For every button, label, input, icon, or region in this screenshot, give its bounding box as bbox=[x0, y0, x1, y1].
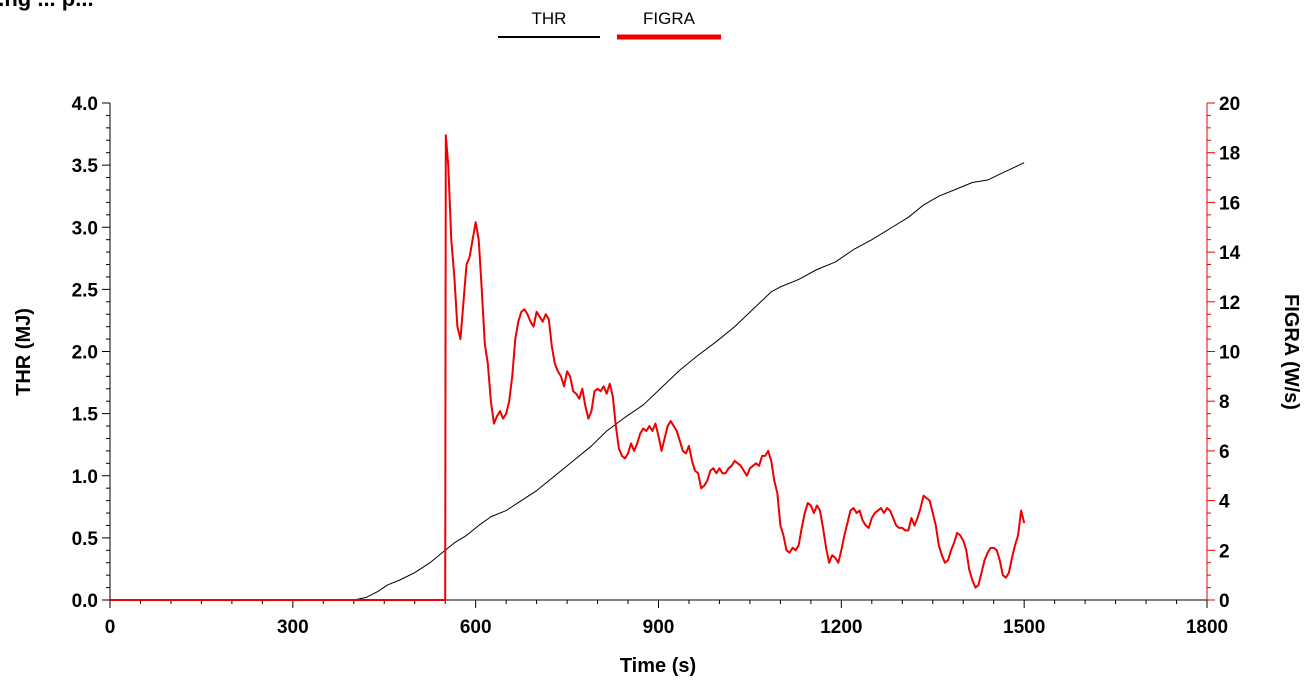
legend-label-thr: THR bbox=[532, 9, 567, 28]
y-right-tick-label: 8 bbox=[1219, 392, 1230, 413]
y-right-tick-label: 16 bbox=[1219, 193, 1240, 214]
series-line-figra bbox=[110, 134, 1026, 601]
y-right-tick-label: 10 bbox=[1219, 343, 1240, 364]
y-left-tick-label: 0.5 bbox=[72, 529, 99, 550]
y-left-tick-label: 2.5 bbox=[72, 280, 99, 301]
x-tick-label: 1800 bbox=[1186, 617, 1228, 638]
y-right-tick-label: 20 bbox=[1219, 94, 1240, 115]
x-tick-label: 0 bbox=[105, 617, 116, 638]
y-right-tick-label: 6 bbox=[1219, 442, 1230, 463]
y-right-tick-label: 2 bbox=[1219, 541, 1230, 562]
y-right-tick-label: 18 bbox=[1219, 144, 1240, 165]
y-left-tick-label: 3.0 bbox=[72, 218, 98, 239]
y-right-tick-label: 14 bbox=[1219, 243, 1241, 264]
legend: THR FIGRA bbox=[498, 9, 721, 40]
y-left-tick-label: 4.0 bbox=[72, 94, 98, 115]
page-title: ...ng ... p... bbox=[0, 0, 94, 12]
axes: 0 300 600 900 1200 1500 1800 0.0 0.5 1.0 1.5 2.0 2.5… bbox=[72, 94, 1241, 638]
y-left-tick-label: 0.0 bbox=[72, 591, 98, 612]
x-tick-label: 1200 bbox=[820, 617, 862, 638]
y-left-tick-label: 1.5 bbox=[72, 405, 99, 426]
y-right-tick-label: 12 bbox=[1219, 293, 1240, 314]
y-right-tick-label: 0 bbox=[1219, 591, 1230, 612]
y-left-tick-label: 1.0 bbox=[72, 467, 98, 488]
x-tick-label: 300 bbox=[277, 617, 309, 638]
x-axis-title: Time (s) bbox=[620, 655, 696, 677]
x-tick-label: 600 bbox=[460, 617, 492, 638]
y-left-tick-label: 2.0 bbox=[72, 343, 98, 364]
y-axis-left-title: THR (MJ) bbox=[13, 308, 35, 396]
series-layer bbox=[110, 134, 1026, 601]
y-left-tick-label: 3.5 bbox=[72, 156, 99, 177]
legend-label-figra: FIGRA bbox=[643, 9, 696, 28]
x-tick-label: 900 bbox=[643, 617, 675, 638]
y-axis-right-title: FIGRA (W/s) bbox=[1280, 294, 1302, 410]
x-tick-label: 1500 bbox=[1003, 617, 1045, 638]
series-line-thr bbox=[110, 162, 1025, 601]
y-right-tick-label: 4 bbox=[1219, 492, 1230, 513]
